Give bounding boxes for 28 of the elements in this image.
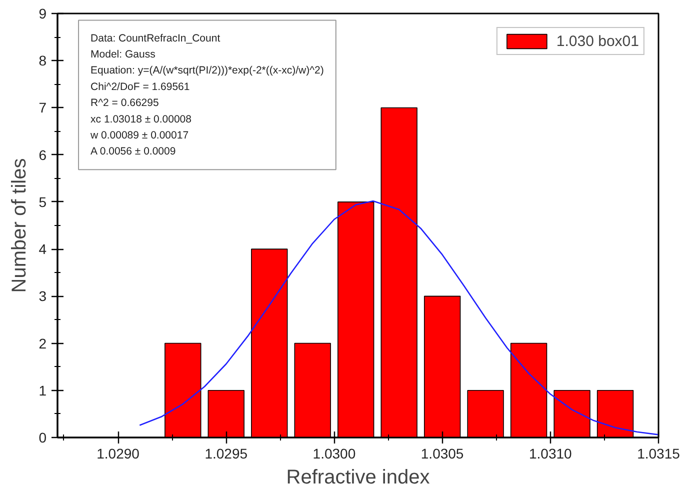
annotation: Equation: y=(A/(w*sqrt(PI/2)))*exp(-2*((x-xc)/w)^2)	[90, 64, 324, 77]
annotation: A 0.0056 ± 0.0009	[90, 146, 176, 158]
y-tick-label: 2	[38, 335, 47, 352]
annotation: w 0.00089 ± 0.00017	[90, 129, 189, 142]
y-tick-label: 9	[38, 6, 47, 22]
y-axis-title: Number of tiles	[8, 158, 31, 293]
y-tick-label: 8	[38, 52, 47, 69]
annotation: R^2 = 0.66295	[90, 97, 159, 110]
x-tick-label: 1.0290	[96, 446, 140, 462]
line-series	[139, 200, 658, 436]
y-tick-label: 4	[38, 241, 47, 258]
x-axis-title: Refractive index	[286, 466, 430, 488]
annotation: Chi^2/DoF = 1.69561	[90, 80, 190, 93]
y-tick-label: 1	[38, 382, 47, 398]
x-tick-label: 1.0295	[204, 446, 248, 462]
x-tick-label: 1.0300	[312, 446, 356, 462]
y-tick-label: 0	[38, 430, 47, 446]
x-tick-label: 1.0315	[637, 446, 680, 462]
x-tick-label: 1.0305	[420, 446, 464, 462]
y-tick-label: 3	[38, 288, 47, 304]
y-tick-label: 6	[38, 146, 47, 163]
y-tick-label: 5	[38, 194, 47, 210]
annotation: Data: CountRefracIn_Count	[90, 32, 220, 44]
y-tick-label: 7	[38, 100, 47, 116]
x-tick-label: 1.0310	[528, 446, 572, 462]
annotation: xc 1.03018 ± 0.00008	[90, 113, 192, 126]
annotation: Model: Gauss	[90, 48, 156, 60]
legend-label: 1.030 box01	[556, 32, 639, 50]
